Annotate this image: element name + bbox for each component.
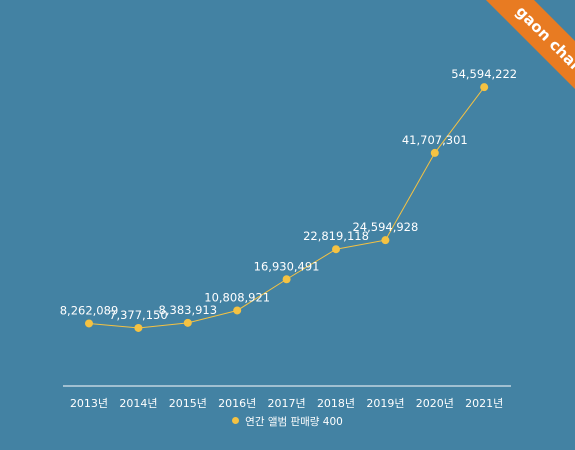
- data-point[interactable]: [85, 319, 93, 328]
- data-label: 24,594,928: [352, 220, 418, 234]
- data-label: 16,930,491: [254, 259, 320, 273]
- series-line: [88, 86, 485, 329]
- data-label: 8,383,913: [159, 303, 218, 317]
- data-point[interactable]: [381, 236, 390, 245]
- brand-ribbon: gaon chart: [435, 0, 575, 140]
- x-tick-label: 2018년: [317, 397, 355, 410]
- legend-label: 연간 앨범 판매량 400: [245, 416, 343, 428]
- data-point[interactable]: [233, 306, 242, 315]
- x-tick-label: 2019년: [366, 397, 404, 410]
- data-point[interactable]: [183, 318, 192, 327]
- data-point[interactable]: [282, 275, 291, 284]
- data-label: 10,808,921: [204, 290, 270, 304]
- legend-marker: [232, 417, 240, 424]
- x-tick-label: 2016년: [218, 397, 256, 410]
- x-tick-label: 2015년: [169, 397, 207, 410]
- data-point[interactable]: [430, 148, 439, 157]
- data-label: 8,262,089: [60, 303, 119, 317]
- legend: 연간 앨범 판매량 400: [0, 414, 575, 429]
- data-label: 41,707,301: [402, 133, 468, 147]
- data-point[interactable]: [332, 245, 340, 254]
- x-tick-label: 2017년: [268, 397, 306, 410]
- data-point[interactable]: [134, 323, 143, 332]
- x-tick-label: 2020년: [416, 397, 454, 410]
- x-tick-label: 2021년: [465, 397, 503, 410]
- x-tick-label: 2014년: [119, 397, 157, 410]
- data-label: 7,377,150: [109, 308, 168, 322]
- data-label: 54,594,222: [451, 67, 517, 81]
- brand-logo: gaon chart: [468, 0, 575, 124]
- data-point[interactable]: [480, 83, 489, 92]
- x-tick-label: 2013년: [70, 397, 108, 410]
- data-label: 22,819,118: [303, 229, 369, 243]
